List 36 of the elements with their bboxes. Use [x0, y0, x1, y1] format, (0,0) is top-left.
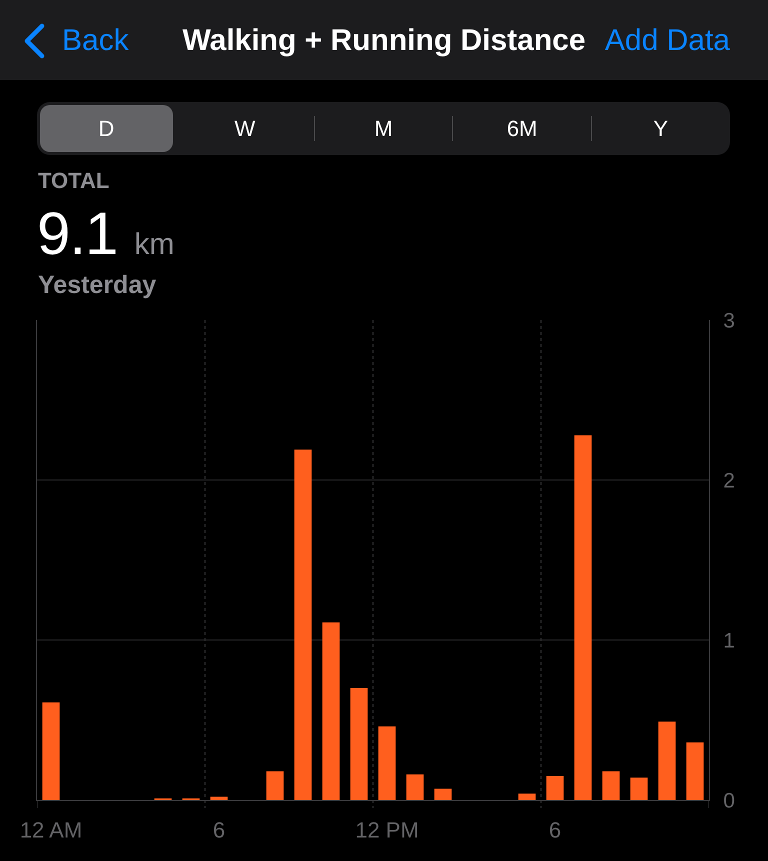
bar — [546, 776, 564, 800]
y-tick-label: 1 — [723, 629, 735, 652]
bar — [518, 794, 536, 800]
bar — [406, 774, 424, 800]
text: Back — [62, 24, 129, 58]
y-tick-label: 3 — [723, 309, 735, 332]
bar — [294, 450, 312, 800]
bar — [378, 726, 396, 800]
bar — [574, 435, 592, 800]
bar — [434, 788, 452, 800]
text: W — [234, 116, 256, 142]
x-tick-label: 12 PM — [355, 817, 419, 842]
bar — [322, 622, 340, 800]
bar — [630, 778, 648, 800]
bar — [658, 722, 676, 800]
x-tick-label: 6 — [212, 817, 226, 842]
y-tick-label: 2 — [723, 469, 735, 492]
bar — [350, 688, 368, 800]
bar — [266, 771, 284, 800]
text: TOTAL — [38, 168, 110, 194]
text: 6M — [506, 116, 538, 142]
text: km — [134, 228, 174, 262]
text: Add Data — [604, 24, 730, 58]
text: M — [373, 116, 394, 142]
bar — [686, 742, 704, 800]
bar — [210, 796, 228, 800]
bar — [42, 702, 60, 800]
x-tick-label: 6 — [548, 817, 562, 842]
y-tick-label: 0 — [723, 789, 735, 812]
chart-title: Walking + Running Distance — [182, 24, 586, 58]
text: 9.1 — [37, 200, 118, 268]
bar — [602, 771, 620, 800]
text: D — [97, 116, 116, 142]
text: Yesterday — [38, 270, 156, 299]
x-tick-label: 12 AM — [20, 817, 82, 842]
text: Y — [652, 116, 670, 142]
